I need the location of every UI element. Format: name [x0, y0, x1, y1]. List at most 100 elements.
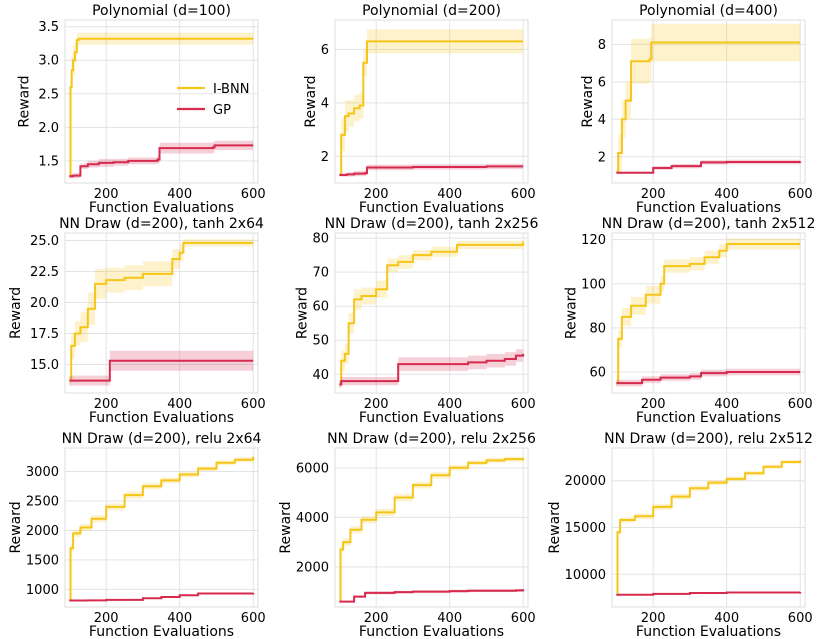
x-tick-label: 600: [788, 397, 813, 412]
x-tick-label: 400: [437, 187, 462, 202]
y-axis-label: Reward: [547, 501, 563, 553]
y-tick-label: 20000: [565, 474, 606, 489]
x-tick-label: 200: [364, 187, 389, 202]
x-tick-label: 200: [641, 397, 666, 412]
x-tick-label: 200: [641, 611, 666, 626]
legend-label-i-bnn: I-BNN: [213, 82, 249, 97]
y-tick-label: 1500: [26, 553, 59, 568]
y-tick-label: 2: [321, 150, 329, 165]
y-tick-label: 2500: [26, 495, 59, 510]
y-tick-label: 80: [312, 232, 329, 247]
band-i-bnn: [616, 23, 801, 174]
x-tick-label: 200: [641, 187, 666, 202]
band-gp: [69, 350, 254, 386]
line-i-bnn: [616, 460, 802, 596]
chart-title: NN Draw (d=200), relu 2x512: [604, 431, 813, 447]
y-tick-label: 6: [598, 75, 606, 90]
y-tick-label: 4: [598, 113, 606, 128]
y-tick-label: 2.5: [38, 87, 59, 102]
y-tick-label: 60: [589, 366, 606, 381]
y-tick-label: 2.0: [38, 121, 59, 136]
y-tick-label: 100: [581, 277, 606, 292]
y-tick-label: 2: [598, 150, 606, 165]
x-tick-label: 400: [714, 611, 739, 626]
chart-title: Polynomial (d=400): [639, 3, 778, 19]
y-axis-label: Reward: [8, 501, 24, 553]
line-gp: [69, 359, 254, 382]
y-tick-label: 60: [312, 300, 329, 315]
x-tick-label: 400: [167, 397, 192, 412]
x-axis-label: Function Evaluations: [89, 410, 234, 426]
y-tick-label: 3.0: [38, 54, 59, 69]
band-i-bnn: [69, 239, 254, 385]
line-gp: [616, 161, 802, 174]
series-group: [339, 237, 525, 388]
legend: I-BNN GP: [177, 82, 249, 118]
x-tick-label: 600: [241, 397, 266, 412]
y-tick-label: 22.5: [30, 265, 59, 280]
x-tick-label: 200: [364, 611, 389, 626]
plot-area: [64, 232, 259, 394]
y-axis-label: Reward: [303, 75, 319, 127]
x-axis-label: Function Evaluations: [89, 200, 234, 216]
y-tick-label: 6: [321, 43, 329, 58]
line-i-bnn: [69, 37, 254, 178]
x-tick-label: 200: [364, 397, 389, 412]
chart-title: NN Draw (d=200), tanh 2x256: [325, 216, 539, 232]
y-tick-label: 3.5: [38, 20, 59, 35]
line-i-bnn: [616, 41, 801, 173]
x-tick-label: 600: [511, 187, 536, 202]
x-tick-label: 400: [437, 611, 462, 626]
line-i-bnn: [616, 243, 801, 385]
line-i-bnn: [339, 40, 524, 176]
plot-area: [334, 232, 529, 394]
chart-title: NN Draw (d=200), tanh 2x64: [59, 216, 264, 232]
x-tick-label: 400: [714, 187, 739, 202]
y-axis-label: Reward: [278, 501, 294, 553]
y-tick-label: 4000: [296, 511, 329, 526]
y-tick-label: 15.0: [30, 358, 59, 373]
line-gp: [616, 371, 801, 385]
plot-area: [611, 19, 806, 184]
x-tick-label: 200: [94, 397, 119, 412]
series-group: [339, 455, 525, 603]
y-tick-label: 20.0: [30, 296, 59, 311]
chart-title: NN Draw (d=200), relu 2x64: [62, 431, 262, 447]
line-i-bnn: [69, 456, 255, 602]
y-tick-label: 80: [589, 321, 606, 336]
y-tick-label: 4: [321, 96, 329, 111]
line-i-bnn: [339, 241, 525, 386]
line-gp: [339, 589, 525, 603]
y-tick-label: 2000: [296, 560, 329, 575]
x-tick-label: 600: [241, 187, 266, 202]
y-tick-label: 6000: [296, 461, 329, 476]
series-group: [339, 29, 524, 177]
x-tick-label: 400: [167, 187, 192, 202]
line-gp: [616, 591, 802, 596]
series-group: [69, 32, 254, 180]
x-tick-label: 400: [167, 611, 192, 626]
y-axis-label: Reward: [8, 287, 24, 339]
series-group: [69, 239, 254, 386]
y-axis-label: Reward: [563, 287, 579, 339]
series-group: [69, 454, 255, 602]
y-tick-label: 40: [312, 368, 329, 383]
chart-title: Polynomial (d=100): [92, 3, 231, 19]
x-axis-label: Function Evaluations: [636, 200, 781, 216]
y-tick-label: 3000: [26, 465, 59, 480]
line-gp: [69, 592, 255, 602]
y-tick-label: 10000: [565, 568, 606, 583]
y-tick-label: 17.5: [30, 327, 59, 342]
chart-title: Polynomial (d=200): [362, 3, 501, 19]
x-axis-label: Function Evaluations: [89, 624, 234, 639]
y-tick-label: 2000: [26, 524, 59, 539]
chart-title: NN Draw (d=200), relu 2x256: [327, 431, 536, 447]
